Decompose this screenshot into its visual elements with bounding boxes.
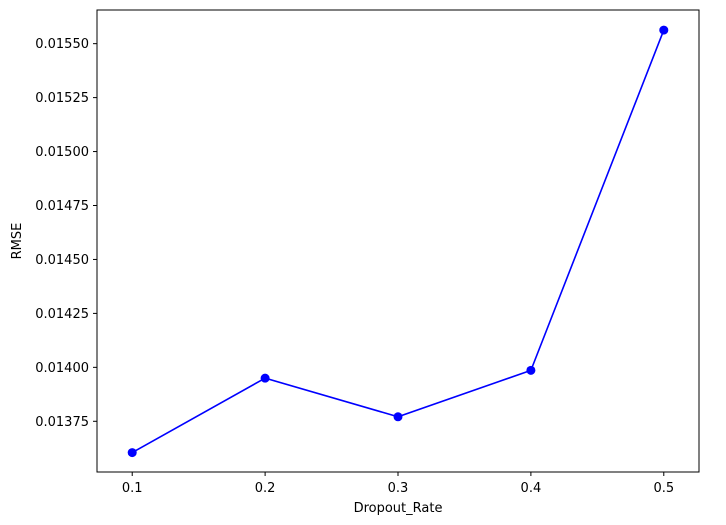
- x-axis-label: Dropout_Rate: [354, 501, 443, 516]
- data-point: [659, 25, 669, 35]
- y-tick-label: 0.01500: [35, 145, 89, 160]
- y-tick-label: 0.01425: [35, 307, 89, 322]
- data-point: [393, 412, 403, 422]
- x-tick-label: 0.4: [521, 481, 542, 496]
- y-axis: 0.01375 0.01400 0.01425 0.01450 0.01475 0.015…: [35, 37, 97, 430]
- y-tick-label: 0.01525: [35, 91, 89, 106]
- y-tick-label: 0.01550: [35, 37, 89, 52]
- data-point: [260, 373, 270, 383]
- y-tick-label: 0.01400: [35, 361, 89, 376]
- plot-area: [97, 10, 699, 472]
- y-tick-label: 0.01475: [35, 199, 89, 214]
- y-axis-label: RMSE: [10, 223, 25, 260]
- x-tick-label: 0.3: [388, 481, 409, 496]
- x-tick-label: 0.5: [653, 481, 674, 496]
- y-tick-label: 0.01375: [35, 415, 89, 430]
- data-point: [526, 365, 536, 375]
- x-tick-label: 0.2: [255, 481, 276, 496]
- data-point: [127, 448, 137, 458]
- plot-frame: [96, 9, 700, 473]
- x-tick-label: 0.1: [122, 481, 143, 496]
- x-axis: 0.1 0.2 0.3 0.4 0.5: [122, 472, 674, 496]
- series-layer: [127, 25, 669, 458]
- y-tick-label: 0.01450: [35, 253, 89, 268]
